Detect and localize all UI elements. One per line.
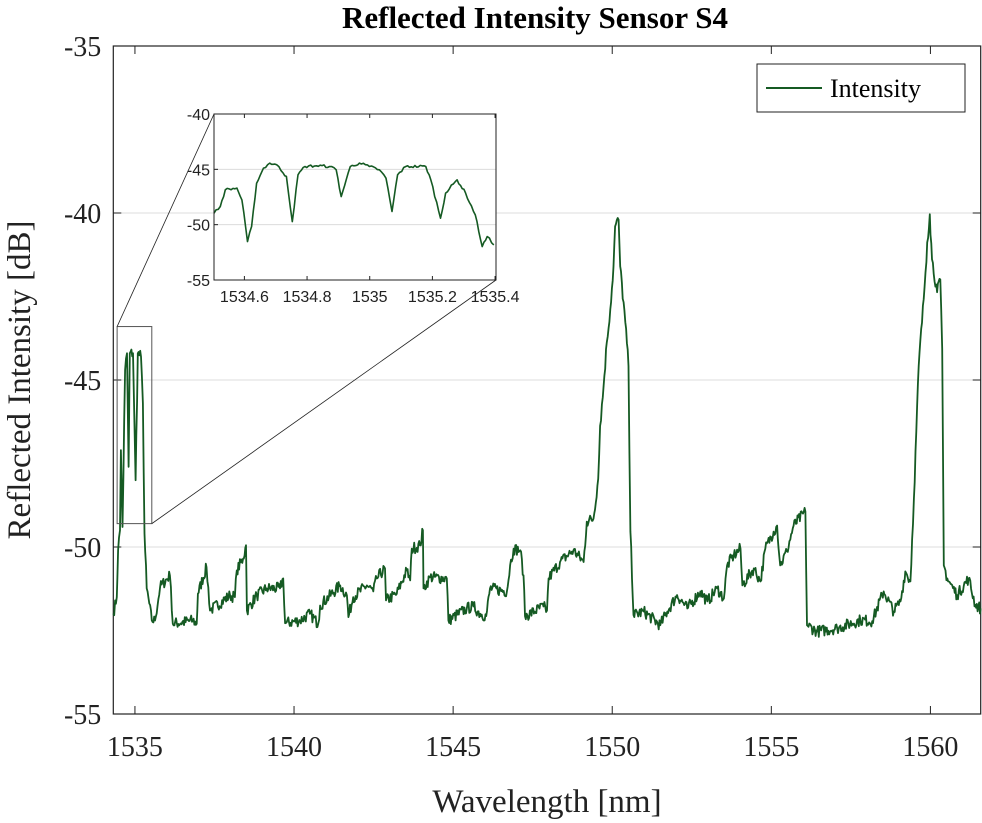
inset-y-tick-label: -40 [187,107,210,124]
y-tick-label: -45 [64,366,101,397]
x-tick-label: 1555 [743,732,799,763]
inset-x-tick-label: 1534.6 [220,289,269,306]
y-tick-label: -35 [64,32,101,63]
inset-y-tick-label: -50 [187,218,210,235]
x-tick-label: 1540 [266,732,322,763]
inset-x-tick-label: 1535.2 [408,289,457,306]
x-tick-label: 1535 [107,732,163,763]
inset-plot: -40 -45 -50 -55 1534.6 1534.8 1535 1535.2 1535.4 [187,107,520,306]
zoom-connector-line [151,279,497,524]
inset-x-tick-label: 1534.8 [283,289,332,306]
inset-background [214,114,496,280]
x-tick-label: 1560 [902,732,958,763]
x-tick-label: 1550 [584,732,640,763]
inset-y-tick-label: -45 [187,162,210,179]
inset-y-tick-label: -55 [187,273,210,290]
legend-entry-intensity: Intensity [830,74,921,103]
x-axis-label: Wavelength [nm] [432,784,661,820]
inset-x-tick-label: 1535 [352,289,388,306]
inset-x-tick-label: 1535.4 [471,289,520,306]
y-axis-label: Reflected Intensity [dB] [2,221,38,540]
legend: Intensity [756,63,966,113]
inset-intensity-line [213,162,495,248]
main-plot-area [112,213,982,638]
plot-frame [112,45,982,715]
inset-frame [213,113,497,281]
y-tick-label: -50 [64,533,101,564]
zoom-indicator [116,113,497,525]
chart-title: Reflected Intensity Sensor S4 [342,0,728,35]
zoom-connector-line [116,113,215,327]
intensity-line [112,213,982,638]
x-tick-label: 1545 [425,732,481,763]
zoom-region-rect [116,326,153,525]
y-tick-label: -55 [64,700,101,731]
y-tick-label: -40 [64,199,101,230]
